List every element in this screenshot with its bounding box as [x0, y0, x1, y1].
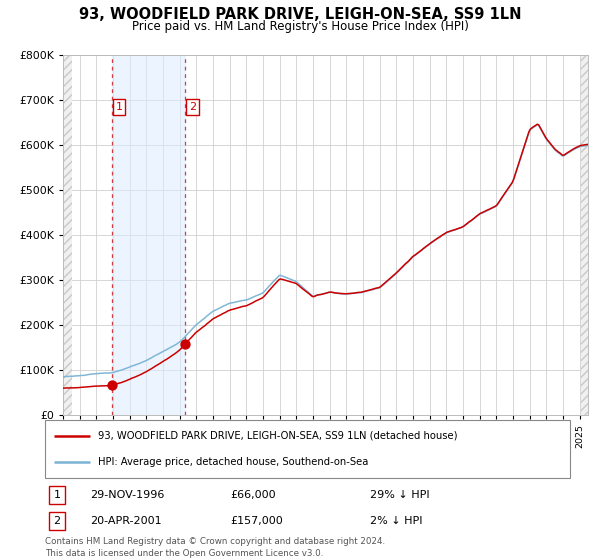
Text: 29-NOV-1996: 29-NOV-1996: [90, 490, 164, 500]
Text: 20-APR-2001: 20-APR-2001: [90, 516, 161, 526]
Bar: [112, 55, 185, 415]
Text: 2: 2: [189, 102, 196, 112]
FancyBboxPatch shape: [49, 512, 65, 530]
Text: 2: 2: [53, 516, 61, 526]
Bar: [581, 55, 589, 415]
Text: 1: 1: [116, 102, 122, 112]
Text: HPI: Average price, detached house, Southend-on-Sea: HPI: Average price, detached house, Sout…: [97, 458, 368, 468]
Point: [180, 340, 190, 349]
Point: [107, 381, 116, 390]
FancyBboxPatch shape: [45, 420, 570, 478]
Text: Price paid vs. HM Land Registry's House Price Index (HPI): Price paid vs. HM Land Registry's House …: [131, 20, 469, 32]
Text: 2% ↓ HPI: 2% ↓ HPI: [370, 516, 422, 526]
Text: 1: 1: [53, 490, 61, 500]
Text: 93, WOODFIELD PARK DRIVE, LEIGH-ON-SEA, SS9 1LN (detached house): 93, WOODFIELD PARK DRIVE, LEIGH-ON-SEA, …: [97, 431, 457, 441]
Text: 93, WOODFIELD PARK DRIVE, LEIGH-ON-SEA, SS9 1LN: 93, WOODFIELD PARK DRIVE, LEIGH-ON-SEA, …: [79, 7, 521, 22]
Text: £157,000: £157,000: [230, 516, 283, 526]
Text: 29% ↓ HPI: 29% ↓ HPI: [370, 490, 430, 500]
Bar: [63, 55, 72, 415]
FancyBboxPatch shape: [49, 486, 65, 504]
Text: Contains HM Land Registry data © Crown copyright and database right 2024.
This d: Contains HM Land Registry data © Crown c…: [45, 537, 385, 558]
Text: £66,000: £66,000: [230, 490, 275, 500]
